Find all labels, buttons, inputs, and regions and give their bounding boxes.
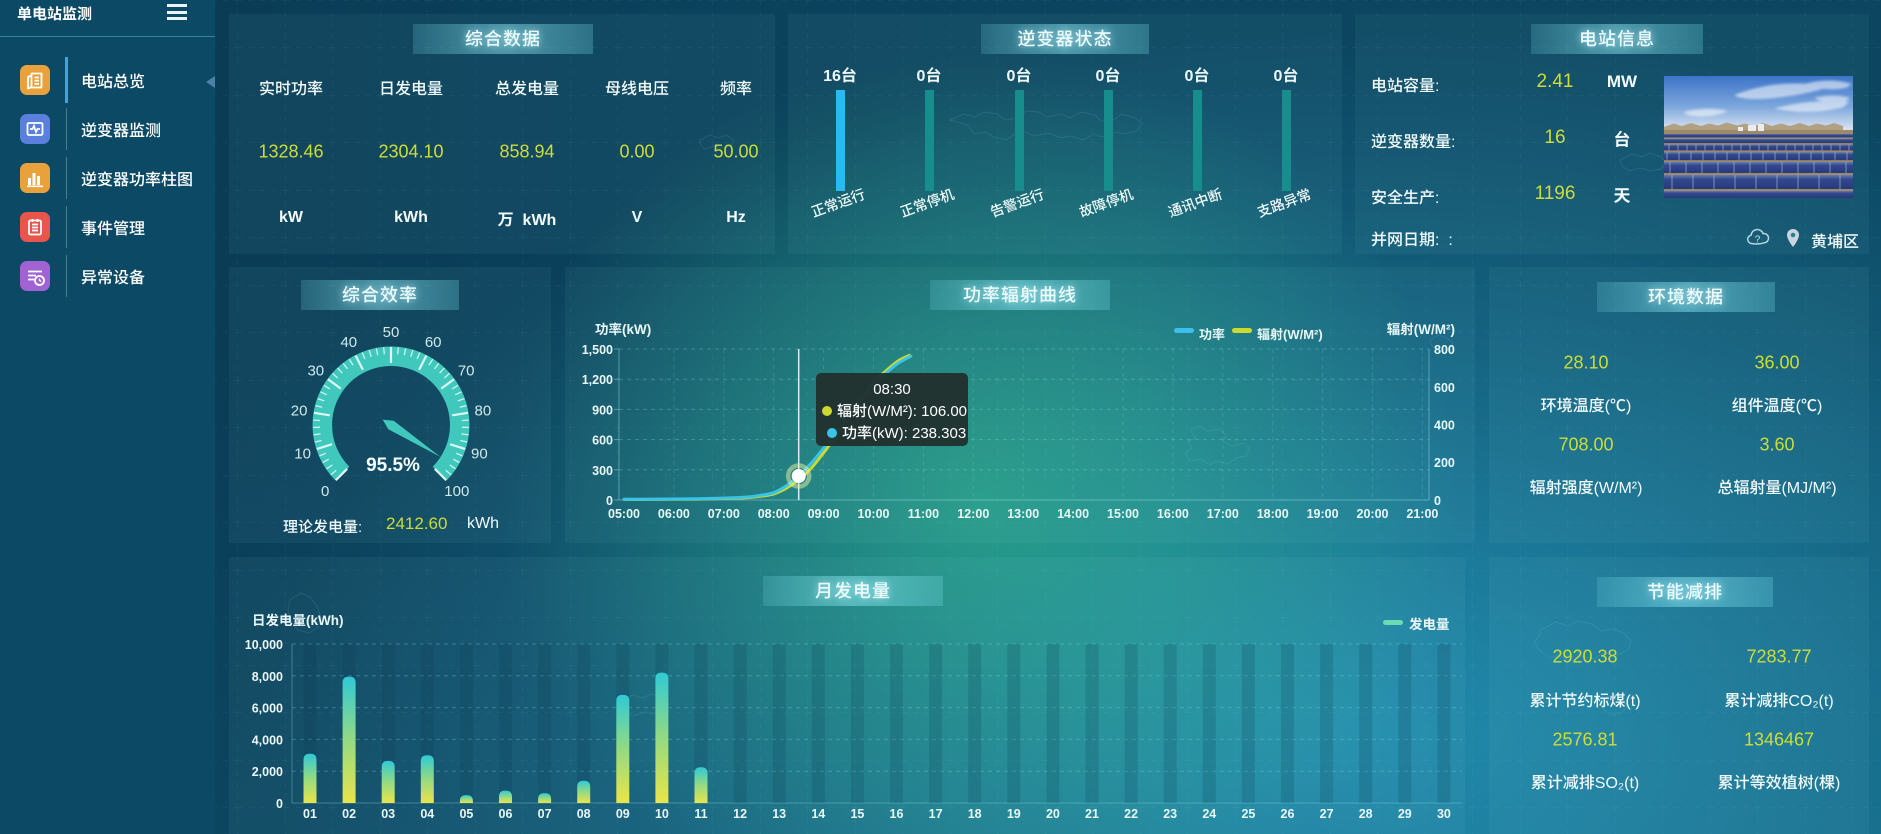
svg-text:10: 10 <box>655 807 669 821</box>
svg-text:0: 0 <box>1434 494 1441 508</box>
svg-text:80: 80 <box>475 403 492 420</box>
svg-text:2,000: 2,000 <box>252 765 283 779</box>
svg-text:600: 600 <box>592 434 613 448</box>
svg-text:8,000: 8,000 <box>252 670 283 684</box>
svg-text:60: 60 <box>425 334 442 351</box>
svg-text:19:00: 19:00 <box>1307 507 1339 521</box>
svg-text:10:00: 10:00 <box>858 507 890 521</box>
svg-text:08:30: 08:30 <box>873 381 911 398</box>
svg-text:辐射(W/M²): 辐射(W/M²) <box>1257 327 1323 342</box>
svg-text:800: 800 <box>1434 343 1455 357</box>
svg-text:14:00: 14:00 <box>1057 507 1089 521</box>
svg-text:09:00: 09:00 <box>808 507 840 521</box>
svg-text:辐射(W/M²): 106.00: 辐射(W/M²): 106.00 <box>837 403 967 420</box>
svg-text:400: 400 <box>1434 419 1455 433</box>
svg-text:功率: 功率 <box>1199 327 1225 342</box>
svg-text:05: 05 <box>459 807 473 821</box>
svg-text:21: 21 <box>1085 807 1099 821</box>
svg-text:15:00: 15:00 <box>1107 507 1139 521</box>
svg-text:日发电量(kWh): 日发电量(kWh) <box>252 613 344 628</box>
svg-text:04: 04 <box>420 807 434 821</box>
svg-text:1,500: 1,500 <box>582 343 613 357</box>
svg-text:200: 200 <box>1434 456 1455 470</box>
svg-text:30: 30 <box>307 362 324 379</box>
svg-text:16: 16 <box>890 807 904 821</box>
svg-text:300: 300 <box>592 464 613 478</box>
svg-text:600: 600 <box>1434 381 1455 395</box>
svg-text:12:00: 12:00 <box>957 507 989 521</box>
svg-text:08:00: 08:00 <box>758 507 790 521</box>
svg-text:0: 0 <box>606 494 613 508</box>
svg-text:06: 06 <box>499 807 513 821</box>
svg-text:22: 22 <box>1124 807 1138 821</box>
svg-text:900: 900 <box>592 403 613 417</box>
svg-text:10: 10 <box>294 446 311 463</box>
svg-text:90: 90 <box>471 446 488 463</box>
svg-text:50: 50 <box>383 324 400 341</box>
svg-text:24: 24 <box>1202 807 1216 821</box>
svg-text:18: 18 <box>968 807 982 821</box>
svg-text:20: 20 <box>1046 807 1060 821</box>
svg-text:30: 30 <box>1437 807 1451 821</box>
svg-text:25: 25 <box>1241 807 1255 821</box>
svg-text:功率(kW): 238.303: 功率(kW): 238.303 <box>842 425 966 442</box>
svg-text:29: 29 <box>1398 807 1412 821</box>
svg-text:0: 0 <box>276 797 283 811</box>
svg-text:08: 08 <box>577 807 591 821</box>
svg-text:1,200: 1,200 <box>582 373 613 387</box>
svg-text:19: 19 <box>1007 807 1021 821</box>
svg-text:11: 11 <box>694 807 707 821</box>
svg-text:发电量: 发电量 <box>1409 617 1450 632</box>
svg-text:14: 14 <box>811 807 825 821</box>
svg-text:03: 03 <box>381 807 395 821</box>
svg-text:0: 0 <box>321 483 329 500</box>
svg-text:07:00: 07:00 <box>708 507 740 521</box>
svg-text:10,000: 10,000 <box>245 638 283 652</box>
svg-text:17: 17 <box>929 807 943 821</box>
svg-text:21:00: 21:00 <box>1406 507 1438 521</box>
svg-text:辐射(W/M²): 辐射(W/M²) <box>1387 322 1455 337</box>
svg-text:18:00: 18:00 <box>1257 507 1289 521</box>
svg-text:6,000: 6,000 <box>252 702 283 716</box>
svg-text:16:00: 16:00 <box>1157 507 1189 521</box>
svg-text:20:00: 20:00 <box>1357 507 1389 521</box>
svg-text:09: 09 <box>616 807 630 821</box>
svg-text:13: 13 <box>772 807 786 821</box>
svg-text:100: 100 <box>444 483 469 500</box>
svg-text:40: 40 <box>340 334 357 351</box>
svg-text:?: ? <box>1755 235 1761 246</box>
svg-text:功率(kW): 功率(kW) <box>595 322 651 337</box>
svg-text:20: 20 <box>291 403 308 420</box>
svg-text:02: 02 <box>342 807 356 821</box>
svg-text:05:00: 05:00 <box>608 507 640 521</box>
svg-text:28: 28 <box>1359 807 1373 821</box>
svg-text:17:00: 17:00 <box>1207 507 1239 521</box>
svg-text:15: 15 <box>850 807 864 821</box>
svg-text:70: 70 <box>458 362 475 379</box>
svg-text:13:00: 13:00 <box>1007 507 1039 521</box>
svg-text:12: 12 <box>733 807 747 821</box>
svg-text:01: 01 <box>303 807 317 821</box>
svg-text:4,000: 4,000 <box>252 733 283 747</box>
svg-text:06:00: 06:00 <box>658 507 690 521</box>
svg-text:07: 07 <box>538 807 552 821</box>
svg-text:11:00: 11:00 <box>908 507 939 521</box>
svg-text:26: 26 <box>1281 807 1295 821</box>
svg-text:27: 27 <box>1320 807 1334 821</box>
svg-text:23: 23 <box>1163 807 1177 821</box>
